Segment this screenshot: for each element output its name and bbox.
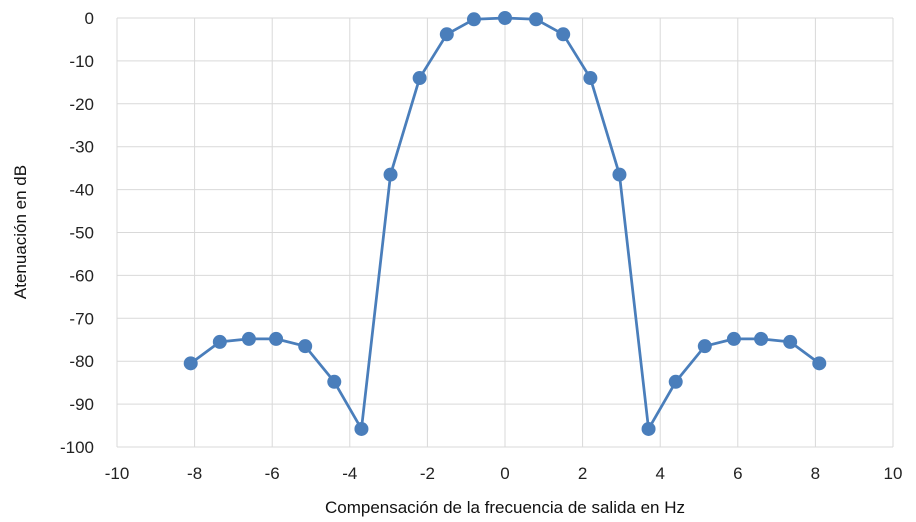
y-tick-label: -10 — [69, 52, 94, 71]
data-point — [641, 421, 656, 436]
x-tick-label: -2 — [420, 464, 435, 483]
x-tick-label: -10 — [105, 464, 130, 483]
x-tick-label: -4 — [342, 464, 357, 483]
x-tick-label: 10 — [884, 464, 903, 483]
y-tick-label: -80 — [69, 352, 94, 371]
y-tick-label: -30 — [69, 138, 94, 157]
y-tick-label: -20 — [69, 95, 94, 114]
data-point — [812, 356, 827, 371]
gridlines — [116, 17, 894, 448]
data-point — [612, 167, 627, 182]
x-tick-label: 2 — [578, 464, 587, 483]
data-point — [183, 356, 198, 371]
series-group — [183, 11, 827, 436]
data-point — [383, 167, 398, 182]
data-point — [412, 71, 427, 86]
y-tick-label: 0 — [85, 9, 94, 28]
y-axis-title: Atenuación en dB — [11, 165, 30, 299]
data-point — [212, 334, 227, 349]
data-point — [498, 11, 512, 25]
x-tick-labels: -10 -8 -6 -4 -2 0 2 4 6 8 10 — [105, 464, 903, 483]
x-tick-label: 4 — [655, 464, 664, 483]
data-point — [783, 334, 798, 349]
data-point — [556, 27, 571, 42]
data-point — [754, 331, 769, 346]
data-point — [439, 27, 454, 42]
data-point — [668, 374, 683, 389]
y-tick-label: -90 — [69, 395, 94, 414]
data-point — [466, 12, 481, 27]
x-tick-label: 8 — [811, 464, 820, 483]
data-point — [298, 339, 313, 354]
x-axis-title: Compensación de la frecuencia de salida … — [325, 498, 685, 517]
y-tick-label: -70 — [69, 309, 94, 328]
data-point — [697, 339, 712, 354]
data-point — [529, 12, 544, 27]
data-point — [354, 421, 369, 436]
y-tick-label: -60 — [69, 266, 94, 285]
y-tick-label: -50 — [69, 224, 94, 243]
y-tick-label: -40 — [69, 181, 94, 200]
data-point — [726, 331, 741, 346]
x-tick-label: -8 — [187, 464, 202, 483]
data-point — [269, 331, 284, 346]
y-tick-label: -100 — [60, 438, 94, 457]
data-point — [327, 374, 342, 389]
data-point — [583, 71, 598, 86]
y-tick-labels: 0 -10 -20 -30 -40 -50 -60 -70 -80 -90 -100 — [60, 9, 94, 457]
x-tick-label: -6 — [265, 464, 280, 483]
data-point — [241, 331, 256, 346]
x-tick-label: 6 — [733, 464, 742, 483]
x-tick-label: 0 — [500, 464, 509, 483]
